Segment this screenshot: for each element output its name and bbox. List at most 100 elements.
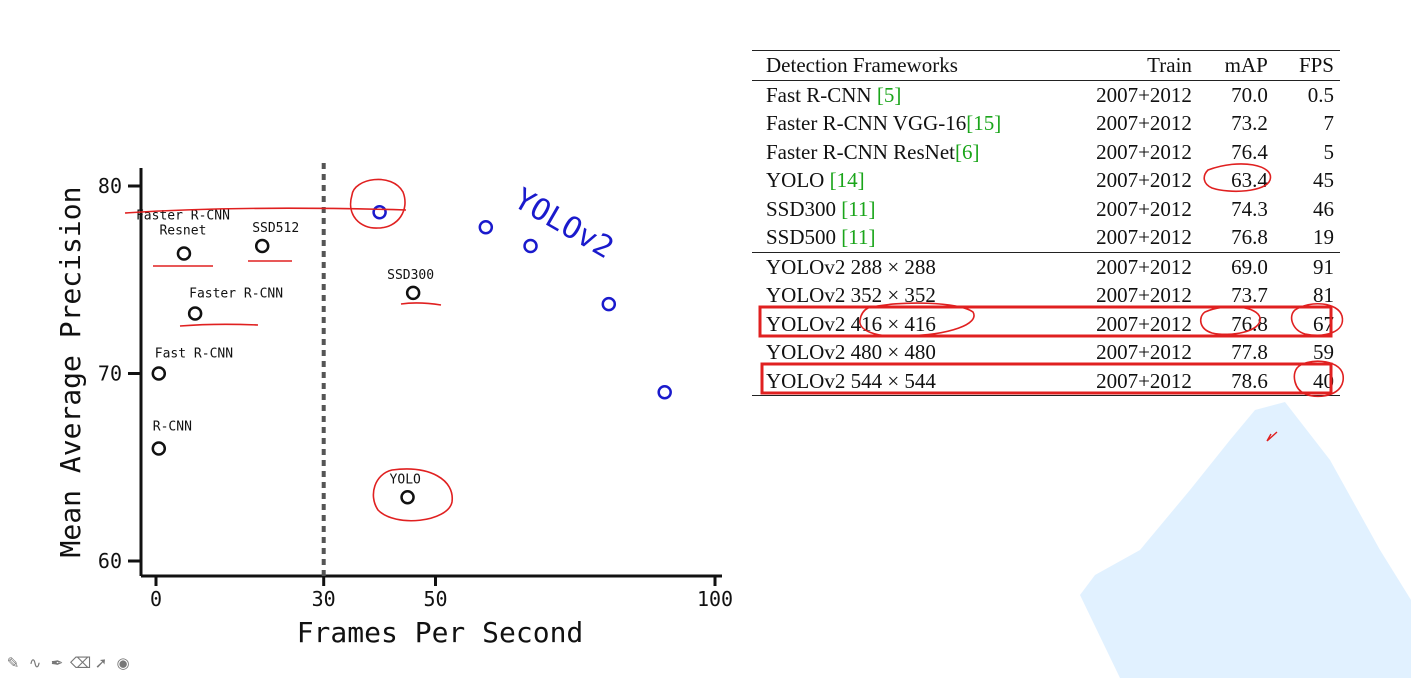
results-table: Detection Frameworks Train mAP FPS Fast … <box>752 50 1340 396</box>
table-row: YOLOv2 352 × 352 2007+2012 73.7 81 <box>752 281 1340 310</box>
cell-map: 76.8 <box>1231 311 1268 336</box>
table-row: SSD300 [11] 2007+2012 74.3 46 <box>752 195 1340 224</box>
table-row: YOLOv2 288 × 288 2007+2012 69.0 91 <box>752 251 1340 281</box>
cell-train: 2007+2012 <box>1058 366 1198 396</box>
annotation-toolbar: ✎ ∿ ✒ ⌫ ➚ ◉ <box>4 652 132 674</box>
point-label: Faster R-CNN <box>189 287 283 302</box>
y-tick-label: 60 <box>98 549 122 573</box>
x-tick-label: 50 <box>423 587 447 611</box>
y-ticks: 60 70 80 <box>98 174 141 573</box>
point-label-line: Resnet <box>159 224 206 239</box>
cell-framework: YOLOv2 352 × 352 <box>752 281 1059 310</box>
point-label-line: R-CNN <box>153 420 192 435</box>
cell-map: 78.6 <box>1197 366 1274 396</box>
scatter-point <box>405 285 421 301</box>
cell-train: 2007+2012 <box>1096 340 1192 364</box>
point-label-line: YOLO <box>390 472 421 487</box>
framework-name: YOLOv2 352 × 352 <box>766 283 936 307</box>
cell-framework: Faster R-CNN ResNet[6] <box>752 138 1059 167</box>
cell-map: 70.0 <box>1231 82 1268 107</box>
pen-icon[interactable]: ✎ <box>6 654 20 672</box>
cell-map: 63.4 <box>1231 168 1268 192</box>
point-label-line: Faster R-CNN <box>189 287 283 302</box>
record-icon[interactable]: ◉ <box>116 654 130 672</box>
citation-ref: [11] <box>841 196 876 221</box>
cell-train: 2007+2012 <box>1096 111 1192 135</box>
point-label: Faster R-CNN Resnet <box>136 209 230 239</box>
table-row: Fast R-CNN [5] 2007+2012 70.0 0.5 <box>752 80 1340 109</box>
cell-framework: SSD500 [11] <box>752 223 1059 252</box>
cell-framework: YOLOv2 416 × 416 <box>752 310 1059 339</box>
cell-fps: 81 <box>1313 283 1334 307</box>
framework-name: SSD300 <box>766 196 842 221</box>
table-row: YOLOv2 544 × 544 2007+2012 78.6 40 <box>752 366 1340 396</box>
cell-framework: Fast R-CNN [5] <box>752 80 1059 109</box>
framework-name: Fast R-CNN <box>766 82 877 107</box>
table-row: YOLO [14] 2007+2012 63.4 45 <box>752 166 1340 195</box>
pointer-icon[interactable]: ➚ <box>94 654 108 672</box>
y-axis-label: Mean Average Precision <box>54 187 87 558</box>
x-tick-label: 0 <box>150 587 162 611</box>
point-label: R-CNN <box>153 420 192 435</box>
scatter-point <box>151 366 167 381</box>
point-label: SSD512 <box>252 221 299 236</box>
cell-map: 76.4 <box>1231 139 1268 164</box>
citation-ref: [15] <box>966 111 1002 135</box>
cell-fps: 59 <box>1313 340 1334 364</box>
cell-train: 2007+2012 <box>1096 283 1192 307</box>
cell-framework: YOLO [14] <box>752 166 1059 195</box>
cell-train: 2007+2012 <box>1096 82 1192 107</box>
shaded-highlight-region <box>1080 402 1411 678</box>
framework-name: YOLOv2 288 × 288 <box>766 254 936 279</box>
highlighter-icon[interactable]: ✒ <box>50 654 64 672</box>
y-tick-label: 70 <box>98 362 122 386</box>
scatter-point <box>400 490 415 505</box>
table-row: Faster R-CNN VGG-16[15] 2007+2012 73.2 7 <box>752 109 1340 138</box>
framework-name: Faster R-CNN VGG-16 <box>766 111 967 135</box>
cell-fps: 7 <box>1323 111 1335 135</box>
cell-framework: YOLOv2 480 × 480 <box>752 338 1059 367</box>
x-tick-label: 30 <box>312 587 336 611</box>
framework-name: SSD500 <box>766 225 842 249</box>
table-row: YOLOv2 416 × 416 2007+2012 76.8 67 <box>752 310 1340 339</box>
cell-fps: 45 <box>1313 168 1334 192</box>
eraser-icon[interactable]: ⌫ <box>70 654 92 672</box>
cell-map: 73.2 <box>1231 111 1268 135</box>
cell-train: 2007+2012 <box>1096 311 1192 336</box>
x-axis-label: Frames Per Second <box>297 616 584 649</box>
scatter-point <box>151 441 167 456</box>
header-fps: FPS <box>1298 53 1334 77</box>
series-annotation-yolov2: YOLOv2 <box>508 182 619 266</box>
table-row: YOLOv2 480 × 480 2007+2012 77.8 59 <box>752 338 1340 367</box>
framework-name: Faster R-CNN ResNet <box>766 139 955 164</box>
cell-map: 76.8 <box>1231 225 1268 249</box>
cell-fps: 0.5 <box>1307 82 1334 107</box>
header-train: Train <box>1147 53 1192 77</box>
framework-name: YOLO <box>766 168 830 192</box>
cell-map: 77.8 <box>1231 340 1268 364</box>
point-label: Fast R-CNN <box>155 347 233 362</box>
header-detection-frameworks: Detection Frameworks <box>766 53 958 77</box>
freehand-icon[interactable]: ∿ <box>28 654 42 672</box>
x-tick-label: 100 <box>697 587 733 611</box>
cell-train: 2007+2012 <box>1096 168 1192 192</box>
cell-fps: 46 <box>1313 196 1334 221</box>
cell-train: 2007+2012 <box>1096 196 1192 221</box>
point-label: SSD300 <box>387 268 434 283</box>
cell-train: 2007+2012 <box>1096 139 1192 164</box>
framework-name: YOLOv2 544 × 544 <box>766 368 936 393</box>
scatter-point <box>478 220 494 235</box>
table-row: SSD500 [11] 2007+2012 76.8 19 <box>752 223 1340 252</box>
cell-fps: 91 <box>1273 251 1340 281</box>
cell-framework: SSD300 [11] <box>752 195 1059 224</box>
citation-ref: [5] <box>876 82 902 107</box>
scatter-point <box>176 246 192 261</box>
scatter-point <box>372 205 387 220</box>
point-label-line: SSD512 <box>252 221 299 236</box>
header-map: mAP <box>1224 53 1268 77</box>
framework-name: YOLOv2 480 × 480 <box>766 340 936 364</box>
point-label-line: Faster R-CNN <box>136 209 230 224</box>
citation-ref: [11] <box>841 225 876 249</box>
point-label-line: SSD300 <box>387 268 434 283</box>
